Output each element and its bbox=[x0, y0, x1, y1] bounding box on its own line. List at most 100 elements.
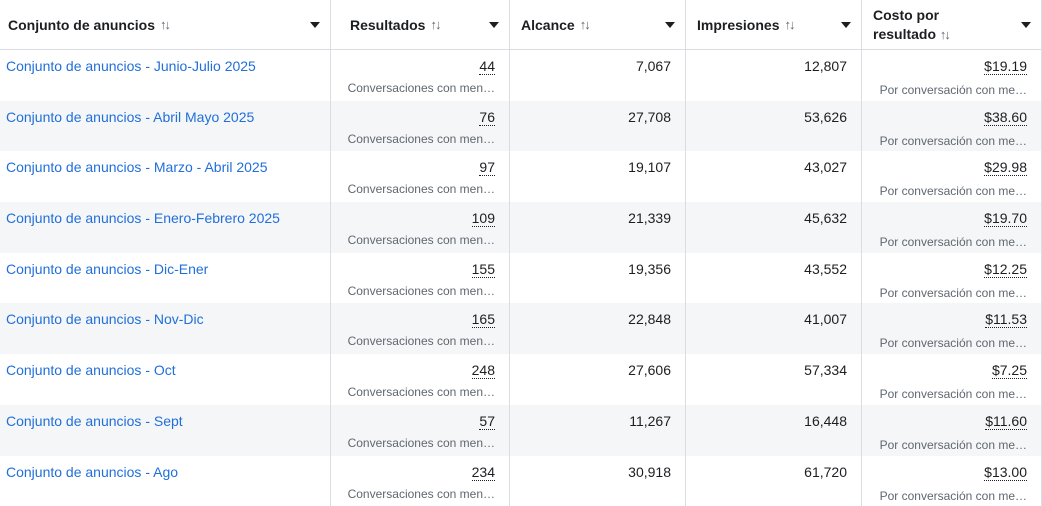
chevron-down-icon[interactable] bbox=[1021, 22, 1031, 28]
ad-set-name-link[interactable]: Conjunto de anuncios - Junio-Julio 2025 bbox=[6, 58, 256, 74]
cost-value[interactable]: $38.60 bbox=[984, 109, 1027, 126]
table-row: Conjunto de anuncios - Marzo - Abril 202… bbox=[0, 151, 1042, 202]
chevron-down-icon[interactable] bbox=[841, 22, 851, 28]
results-value[interactable]: 109 bbox=[472, 210, 495, 227]
cell-cost-per-result: $7.25 Por conversación con me… bbox=[862, 354, 1042, 405]
ad-set-name-link[interactable]: Conjunto de anuncios - Ago bbox=[6, 464, 178, 480]
header-reach[interactable]: Alcance ↑↓ bbox=[510, 0, 686, 49]
header-reach-label: Alcance bbox=[521, 17, 575, 33]
cell-ad-set-name: Conjunto de anuncios - Marzo - Abril 202… bbox=[0, 151, 331, 202]
results-value[interactable]: 76 bbox=[479, 109, 495, 126]
sort-icon[interactable]: ↑↓ bbox=[784, 17, 793, 32]
results-value[interactable]: 234 bbox=[472, 464, 495, 481]
results-value[interactable]: 165 bbox=[472, 311, 495, 328]
results-subtext: Conversaciones con men… bbox=[348, 132, 495, 146]
cost-subtext: Por conversación con me… bbox=[880, 385, 1027, 404]
reach-value: 27,606 bbox=[628, 362, 671, 378]
cell-ad-set-name: Conjunto de anuncios - Dic-Ener bbox=[0, 253, 331, 304]
cell-results: 57 Conversaciones con men… bbox=[331, 405, 510, 456]
results-subtext: Conversaciones con men… bbox=[348, 436, 495, 450]
ad-set-name-link[interactable]: Conjunto de anuncios - Dic-Ener bbox=[6, 261, 208, 277]
header-impressions[interactable]: Impresiones ↑↓ bbox=[686, 0, 862, 49]
cost-subtext: Por conversación con me… bbox=[880, 487, 1027, 506]
results-subtext: Conversaciones con men… bbox=[348, 487, 495, 501]
reach-value: 22,848 bbox=[628, 311, 671, 327]
impressions-value: 61,720 bbox=[804, 464, 847, 480]
results-subtext: Conversaciones con men… bbox=[348, 81, 495, 95]
ad-set-name-link[interactable]: Conjunto de anuncios - Enero-Febrero 202… bbox=[6, 210, 280, 226]
cell-reach: 11,267 bbox=[510, 405, 686, 456]
cost-value[interactable]: $19.19 bbox=[984, 58, 1027, 75]
cost-value[interactable]: $7.25 bbox=[992, 362, 1027, 379]
sort-icon[interactable]: ↑↓ bbox=[940, 27, 949, 42]
cell-ad-set-name: Conjunto de anuncios - Ago bbox=[0, 456, 331, 506]
cell-results: 155 Conversaciones con men… bbox=[331, 253, 510, 304]
table-row: Conjunto de anuncios - Abril Mayo 2025 76… bbox=[0, 101, 1042, 152]
header-impressions-label: Impresiones bbox=[697, 17, 779, 33]
cell-impressions: 16,448 bbox=[686, 405, 862, 456]
impressions-value: 43,027 bbox=[804, 159, 847, 175]
results-subtext: Conversaciones con men… bbox=[348, 233, 495, 247]
impressions-value: 43,552 bbox=[804, 261, 847, 277]
results-value[interactable]: 155 bbox=[472, 261, 495, 278]
cell-results: 234 Conversaciones con men… bbox=[331, 456, 510, 506]
results-subtext: Conversaciones con men… bbox=[348, 284, 495, 298]
cost-value[interactable]: $11.53 bbox=[985, 311, 1027, 328]
cell-reach: 22,848 bbox=[510, 303, 686, 354]
ad-set-name-link[interactable]: Conjunto de anuncios - Marzo - Abril 202… bbox=[6, 159, 267, 175]
impressions-value: 53,626 bbox=[804, 109, 847, 125]
cost-value[interactable]: $11.60 bbox=[985, 413, 1027, 430]
ad-set-name-link[interactable]: Conjunto de anuncios - Oct bbox=[6, 362, 176, 378]
sort-icon[interactable]: ↑↓ bbox=[430, 17, 439, 32]
cost-subtext: Por conversación con me… bbox=[880, 334, 1027, 353]
cell-impressions: 41,007 bbox=[686, 303, 862, 354]
reach-value: 21,339 bbox=[628, 210, 671, 226]
cost-value[interactable]: $13.00 bbox=[984, 464, 1027, 481]
impressions-value: 16,448 bbox=[804, 413, 847, 429]
cell-impressions: 45,632 bbox=[686, 202, 862, 253]
reach-value: 11,267 bbox=[629, 413, 671, 429]
results-value[interactable]: 248 bbox=[472, 362, 495, 379]
cell-ad-set-name: Conjunto de anuncios - Enero-Febrero 202… bbox=[0, 202, 331, 253]
sort-icon[interactable]: ↑↓ bbox=[580, 17, 589, 32]
cell-ad-set-name: Conjunto de anuncios - Oct bbox=[0, 354, 331, 405]
reach-value: 19,107 bbox=[628, 159, 671, 175]
results-subtext: Conversaciones con men… bbox=[348, 182, 495, 196]
ad-set-name-link[interactable]: Conjunto de anuncios - Nov-Dic bbox=[6, 311, 204, 327]
chevron-down-icon[interactable] bbox=[489, 22, 499, 28]
cell-impressions: 61,720 bbox=[686, 456, 862, 506]
header-cost-label-line1: Costo por bbox=[873, 7, 939, 23]
cell-reach: 27,606 bbox=[510, 354, 686, 405]
chevron-down-icon[interactable] bbox=[310, 22, 320, 28]
results-value[interactable]: 97 bbox=[479, 159, 495, 176]
ad-set-name-link[interactable]: Conjunto de anuncios - Abril Mayo 2025 bbox=[6, 109, 254, 125]
cost-value[interactable]: $19.70 bbox=[984, 210, 1027, 227]
ad-set-name-link[interactable]: Conjunto de anuncios - Sept bbox=[6, 413, 183, 429]
cost-value[interactable]: $12.25 bbox=[984, 261, 1027, 278]
cost-value[interactable]: $29.98 bbox=[984, 159, 1027, 176]
cell-results: 97 Conversaciones con men… bbox=[331, 151, 510, 202]
table-row: Conjunto de anuncios - Enero-Febrero 202… bbox=[0, 202, 1042, 253]
header-results[interactable]: Resultados↑↓ bbox=[331, 0, 510, 49]
cell-ad-set-name: Conjunto de anuncios - Nov-Dic bbox=[0, 303, 331, 354]
sort-icon[interactable]: ↑↓ bbox=[160, 17, 169, 32]
header-ad-set-name[interactable]: Conjunto de anuncios↑↓ bbox=[0, 0, 331, 49]
reach-value: 19,356 bbox=[628, 261, 671, 277]
table-header: Conjunto de anuncios↑↓ Resultados↑↓ Alca… bbox=[0, 0, 1042, 50]
results-value[interactable]: 57 bbox=[479, 413, 495, 430]
chevron-down-icon[interactable] bbox=[665, 22, 675, 28]
results-value[interactable]: 44 bbox=[479, 58, 495, 75]
cost-subtext: Por conversación con me… bbox=[880, 436, 1027, 455]
cell-impressions: 53,626 bbox=[686, 101, 862, 152]
cell-cost-per-result: $11.53 Por conversación con me… bbox=[862, 303, 1042, 354]
cell-ad-set-name: Conjunto de anuncios - Abril Mayo 2025 bbox=[0, 101, 331, 152]
